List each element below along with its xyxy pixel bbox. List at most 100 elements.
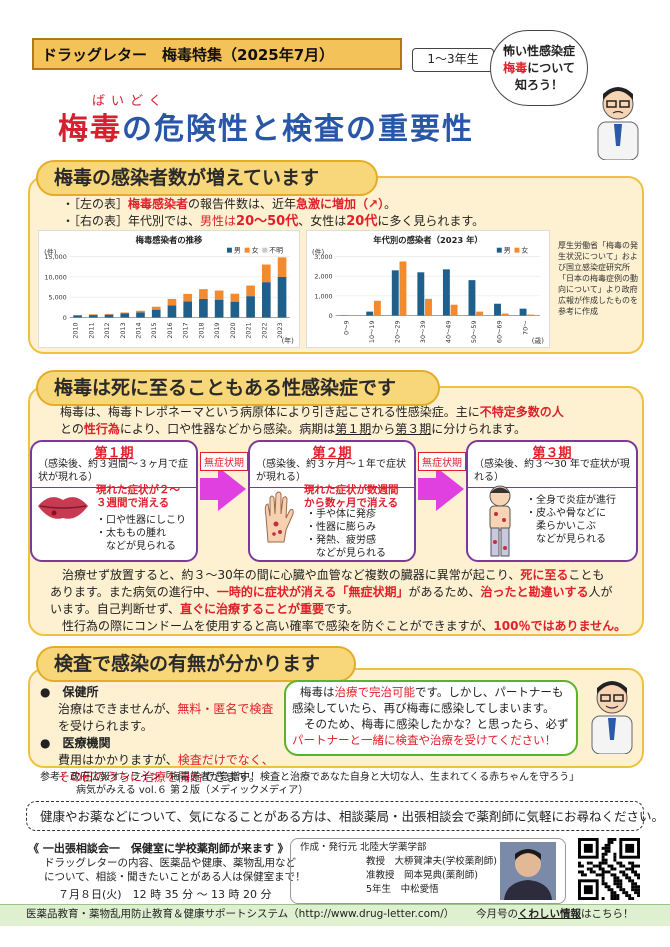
consult-banner [26,801,644,831]
qr-finder-center [625,843,635,853]
qr-module [631,888,635,892]
qr-module [607,885,611,889]
advice-line1: 梅毒は治療で完治可能です。しかし、パートナーも [300,685,564,699]
qr-module [604,846,608,850]
bar-男 [88,315,98,318]
y-tick-label: 2,000 [314,273,332,281]
qr-module [598,861,602,865]
bar-男 [199,298,208,318]
qr-module [613,855,617,859]
legend-swatch [227,247,232,253]
speech-bubble: 怖い性感染症 梅毒について 知ろう！ [490,30,588,106]
item2-line1: 費用はかかりますが、検査だけでなく、 [58,753,274,767]
bar-男 [391,270,399,316]
stage1-subtitle: （感染後、約３週間〜３ヶ月で症状が現れる） [32,458,196,488]
qr-code[interactable] [578,838,640,900]
y-tick-label: 5,000 [48,294,66,302]
bar-男 [468,280,476,316]
chart-infections-trend: 梅毒感染者の推移 (件) 男 女 不明 15,000 10,000 5,000 0 2010 201… [38,230,300,348]
bar-女 [373,300,381,316]
qr-module [610,864,614,868]
qr-module [619,888,623,892]
x-tick-label: 30〜39 [419,320,427,343]
qr-module [604,849,608,853]
qr-module [607,838,611,841]
x-tick-label: 50〜59 [470,320,478,343]
bubble-line3: 知ろう！ [514,78,563,92]
consult-text: 健康やお薬などについて、気になることがある方は、相談薬局・出張相談会で薬剤師に気… [40,809,665,824]
title-ruby: ばいどく [92,94,168,109]
x-tick-label: 2014 [134,322,142,338]
qr-module [628,894,632,898]
qr-module [628,861,632,865]
qr-module [616,885,620,889]
bar-女 [230,293,240,302]
bar-男 [151,309,161,318]
qr-module [637,873,640,877]
qr-module [616,894,620,898]
qr-module [589,867,593,871]
bar-女 [527,314,535,316]
qr-module [595,864,599,868]
qr-module [631,870,635,874]
qr-module [604,882,608,886]
arrow1-head [218,467,246,511]
bar-男 [442,269,450,316]
qr-module [637,876,640,880]
qr-module [613,873,617,877]
qr-module [601,852,605,856]
arrow1-stem [200,478,220,500]
x-tick-label: 2023 [276,322,284,338]
qr-module [578,861,581,865]
qr-module [613,897,617,900]
section2-para1: 治療せず放置すると、約３〜30年の間に心臓や血管など複数の臓器に異常が起こり、死… [62,568,605,582]
bar-女 [151,306,161,310]
qr-module [610,897,614,900]
qr-module [613,876,617,880]
qr-module [601,870,605,874]
section2-intro1: 梅毒は、梅毒トレポネーマという病原体により引き起こされる性感染症。主に不特定多数… [60,405,564,419]
x-tick-label: 40〜49 [445,320,453,343]
publisher-person2: 准教授 岡本晃典(薬剤師) [366,870,478,881]
x-axis-label: (年) [282,336,295,345]
bar-女 [214,290,224,300]
section1-bullet1: ・［左の表］梅毒感染者の報告件数は、近年急激に増加（↗）。 [62,197,397,211]
qr-module [580,873,584,877]
x-tick-label: 2018 [197,322,205,338]
qr-module [619,861,623,865]
legend-label: 女 [252,246,259,255]
qr-module [631,864,635,868]
latent-label-2: 無症状期 [418,452,466,471]
qr-module [601,858,605,862]
qr-module [631,897,635,900]
qr-module [578,870,581,874]
footer-detail-link[interactable]: 今月号のくわしい情報はこちら！ [476,908,634,920]
y-axis-label: (件) [44,248,57,257]
x-axis-label: (歳) [532,336,545,345]
qr-module [598,873,602,877]
qr-module [604,885,608,889]
qr-module [637,888,640,892]
stage3-subtitle: （感染後、約３〜30 年で症状が現れる） [468,458,636,488]
qr-module [601,873,605,877]
qr-module [625,891,629,895]
advice-line3: そのため、梅毒に感染したかな？と思ったら、必ず [304,717,569,731]
patient-illustration [489,485,511,557]
legend-label: 男 [504,247,511,255]
qr-module [607,846,611,850]
footer-link[interactable]: 医薬品教育・薬物乱用防止教育＆健康サポートシステム（http://www.dru… [26,908,455,920]
qr-module [610,840,614,844]
bar-女 [399,261,407,316]
references-line1: 参考：政府広報オンライン「梅毒患者が急増中！検査と治療であなた自身と大切な人、生… [40,772,580,783]
bar-女 [183,293,193,302]
stage2-subtitle: （感染後、約３ヶ月〜１年で症状が現れる） [250,458,414,488]
chart-title: 梅毒感染者の推移 [136,235,203,245]
bar-女 [425,298,432,316]
qr-module [586,861,590,865]
qr-module [616,897,620,900]
x-tick-label: 2013 [119,322,127,338]
section2-heading: 梅毒は死に至ることもある性感染症です [36,370,440,406]
qr-module [625,873,629,877]
stage1-symptoms: ・口や性器にしこり ・太ももの腫れ などが見られる [96,515,186,552]
chart-age-groups: 年代別の感染者（2023 年） (件) 男 女 3,000 2,000 1,000 0 0〜9 1… [306,230,550,348]
